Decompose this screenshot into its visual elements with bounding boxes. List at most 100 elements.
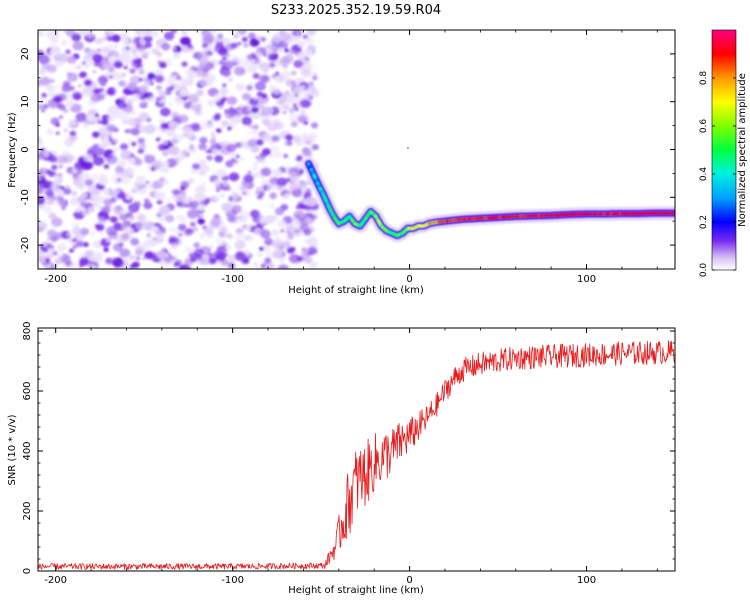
noise-blob <box>221 120 228 127</box>
noise-blob <box>99 134 106 139</box>
noise-blob <box>130 188 138 194</box>
noise-blob <box>178 233 183 237</box>
noise-blob <box>139 86 148 93</box>
noise-blob <box>61 150 70 157</box>
noise-blob <box>273 151 282 158</box>
noise-blob <box>264 71 268 76</box>
noise-blob <box>38 176 42 181</box>
noise-blob <box>118 111 130 121</box>
noise-blob <box>107 115 115 123</box>
noise-blob <box>253 162 258 166</box>
noise-blob <box>231 193 240 201</box>
carrier-centerline <box>427 212 675 225</box>
noise-blob <box>127 139 133 144</box>
noise-blob <box>215 128 222 133</box>
noise-blob <box>253 262 258 266</box>
noise-blob <box>297 41 306 48</box>
noise-blob <box>83 153 93 162</box>
noise-blob <box>111 152 116 156</box>
noise-blob <box>153 159 163 168</box>
noise-blob <box>46 237 51 241</box>
noise-blob <box>255 51 263 59</box>
noise-blob <box>106 226 118 236</box>
noise-blob <box>86 114 96 123</box>
noise-blob <box>312 75 318 81</box>
noise-blob <box>196 204 205 211</box>
noise-blob <box>252 72 260 79</box>
noise-blob <box>54 258 63 265</box>
snr-ytick-label: 400 <box>22 441 33 460</box>
noise-blob <box>290 70 297 76</box>
noise-blob <box>189 221 196 227</box>
noise-blob <box>109 197 117 203</box>
noise-blob <box>219 94 226 99</box>
noise-blob <box>122 103 128 108</box>
noise-blob <box>207 87 219 97</box>
noise-blob <box>81 210 88 216</box>
noise-blob <box>300 198 307 204</box>
noise-blob <box>214 112 222 119</box>
noise-blob <box>220 193 225 198</box>
noise-blob <box>105 62 110 66</box>
noise-blob <box>142 76 147 82</box>
noise-blob <box>205 247 212 253</box>
noise-blob <box>226 233 234 239</box>
noise-blob <box>233 33 239 39</box>
noise-blob <box>76 117 81 122</box>
noise-blob <box>147 72 156 80</box>
noise-blob <box>58 104 66 111</box>
noise-blob <box>178 114 189 123</box>
noise-blob <box>183 198 190 205</box>
noise-blob <box>71 168 78 174</box>
noise-blob <box>253 171 261 178</box>
noise-blob <box>209 244 215 249</box>
noise-blob <box>195 70 204 78</box>
noise-blob <box>207 99 216 107</box>
snr-ylabel: SNR (10 * v/v) <box>7 414 18 485</box>
noise-blob <box>170 140 176 144</box>
noise-blob <box>166 129 176 137</box>
noise-blob <box>54 96 63 103</box>
noise-blob <box>129 215 135 221</box>
noise-blob <box>101 119 109 126</box>
noise-blob <box>84 90 91 96</box>
noise-blob <box>118 80 126 87</box>
noise-blob <box>45 189 55 197</box>
noise-blob <box>65 99 75 108</box>
noise-blob <box>274 237 282 243</box>
noise-blob <box>119 95 127 102</box>
noise-blob <box>246 107 252 111</box>
noise-blob <box>189 143 194 147</box>
noise-blob <box>197 218 205 225</box>
noise-blob <box>113 205 124 215</box>
noise-blob <box>159 119 165 124</box>
noise-blob <box>129 264 135 269</box>
noise-blob <box>226 96 238 106</box>
noise-blob <box>65 185 70 189</box>
noise-blob <box>93 60 101 67</box>
zero-marker <box>407 147 409 149</box>
noise-blob <box>49 47 60 57</box>
noise-blob <box>135 249 143 256</box>
noise-blob <box>101 137 110 145</box>
colorbar-ticks: 0.0 0.2 0.4 0.6 0.8 <box>699 71 736 277</box>
noise-blob <box>305 37 315 45</box>
noise-blob <box>123 255 132 263</box>
noise-blob <box>137 47 146 54</box>
noise-blob <box>202 43 208 48</box>
noise-blob <box>63 128 68 133</box>
noise-blob <box>215 168 227 178</box>
spectrogram-xtick-label: -200 <box>44 274 67 285</box>
noise-blob <box>138 69 145 75</box>
noise-blob <box>81 192 88 198</box>
noise-blob <box>75 207 81 213</box>
snr-ytick-label: 200 <box>22 501 33 520</box>
noise-blob <box>98 176 109 186</box>
noise-blob <box>68 248 75 253</box>
noise-blob <box>95 147 105 156</box>
noise-blob <box>156 51 163 57</box>
noise-blob <box>307 236 318 246</box>
noise-blob <box>205 149 210 153</box>
noise-blob <box>124 209 129 213</box>
